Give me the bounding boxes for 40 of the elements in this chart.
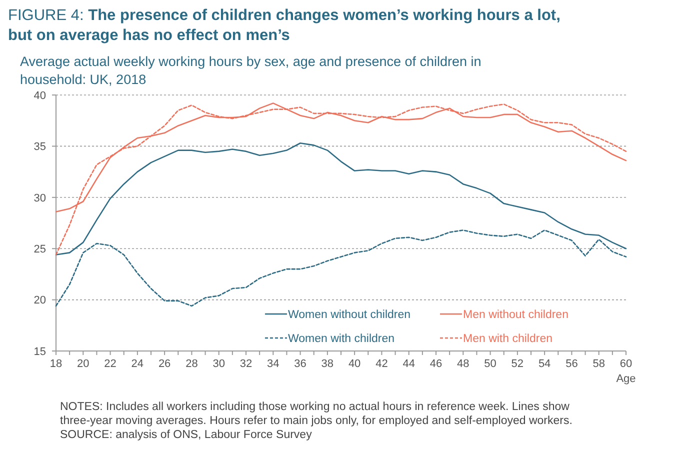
x-tick-label: 40 (348, 358, 361, 370)
x-tick-label: 58 (592, 358, 605, 370)
line-series (55, 230, 627, 307)
y-tick-label: 20 (34, 294, 46, 307)
legend-label: Women without children (288, 309, 411, 322)
x-tick-label: 52 (511, 358, 524, 370)
x-tick-label: 32 (240, 358, 252, 370)
x-tick-label: 18 (50, 358, 62, 370)
y-tick-label: 25 (34, 243, 46, 256)
legend-label: Men without children (463, 309, 568, 322)
source-note: SOURCE: analysis of ONS, Labour Force Survey (60, 429, 312, 441)
x-tick-label: 46 (430, 358, 442, 370)
legend-label: Women with children (288, 333, 395, 346)
x-tick-label: 38 (321, 358, 334, 370)
x-tick-label: 44 (402, 358, 415, 370)
x-tick-label: 28 (186, 358, 198, 370)
y-tick-label: 30 (34, 192, 46, 204)
x-tick-label: 34 (267, 358, 280, 370)
x-tick-label: 60 (620, 358, 632, 370)
y-tick-label: 15 (34, 346, 46, 358)
line-series (55, 104, 627, 256)
x-tick-label: 42 (376, 358, 388, 370)
legend-label: Men with children (463, 333, 552, 346)
y-tick-label: 35 (34, 141, 46, 154)
chart-subtitle: Average actual weekly working hours by sex, age and presence of children in household: UK, 2018 (20, 54, 482, 87)
x-axis-title: Age (616, 373, 636, 385)
x-tick-label: 56 (566, 358, 578, 370)
line-series (55, 142, 627, 256)
x-tick-label: 26 (158, 358, 171, 370)
x-tick-label: 30 (212, 358, 225, 370)
x-tick-label: 20 (77, 358, 90, 370)
x-tick-label: 22 (104, 358, 116, 370)
x-tick-label: 24 (131, 358, 144, 370)
y-tick-label: 40 (34, 90, 46, 102)
chart-title: FIGURE 4: The presence of children changes women’s working hours a lot, but on average has no effect on men’s (8, 7, 560, 44)
x-tick-label: 48 (457, 358, 470, 370)
x-tick-label: 50 (484, 358, 496, 370)
text: NOTES: Includes all workers including those working no actual hours in reference week. Lines show three-year moving averages. Hours refer to main jobs only, for employed and self-employed workers. (60, 401, 572, 427)
x-tick-label: 36 (294, 358, 306, 370)
x-tick-label: 54 (538, 358, 551, 370)
